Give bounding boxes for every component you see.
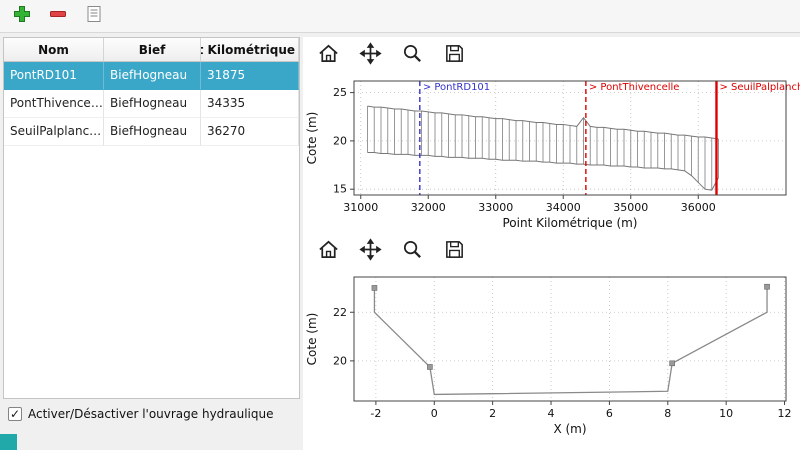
corner-accent xyxy=(0,434,17,450)
edit-structure-button[interactable] xyxy=(82,4,106,28)
cell-pk: 34335 xyxy=(201,90,299,118)
svg-text:12: 12 xyxy=(778,407,792,420)
svg-text:X (m): X (m) xyxy=(553,422,586,436)
cross-section-plot-toolbar xyxy=(303,233,800,269)
zoom-icon xyxy=(401,42,424,69)
save-button[interactable] xyxy=(441,238,467,264)
svg-text:33000: 33000 xyxy=(478,201,513,214)
svg-text:> PontThivencelle: > PontThivencelle xyxy=(589,82,680,93)
table-row[interactable]: PontThivencelle BiefHogneau 34335 xyxy=(4,90,299,118)
svg-text:> PontRD101: > PontRD101 xyxy=(423,82,490,93)
home-button[interactable] xyxy=(315,238,341,264)
zoom-button[interactable] xyxy=(399,42,425,68)
table-body: PontRD101 BiefHogneau 31875 PontThivencelle… xyxy=(4,62,299,146)
svg-text:6: 6 xyxy=(606,407,613,420)
svg-text:2: 2 xyxy=(489,407,496,420)
svg-text:20: 20 xyxy=(333,354,347,367)
structures-table: Nom Bief Point Kilométrique PontRD101Bie… xyxy=(3,37,300,399)
svg-text:34000: 34000 xyxy=(546,201,581,214)
svg-text:Cote (m): Cote (m) xyxy=(305,112,319,165)
pan-button[interactable] xyxy=(357,237,383,265)
table-row[interactable]: SeuilPalplanches BiefHogneau 36270 xyxy=(4,118,299,146)
svg-text:Point Kilométrique (m): Point Kilométrique (m) xyxy=(502,216,637,230)
svg-text:4: 4 xyxy=(548,407,555,420)
plots-panel: > PontRD101 > PontThivencelle > SeuilPalpl… xyxy=(303,37,800,450)
profile-plot-canvas[interactable]: > PontRD101 > PontThivencelle > SeuilPalpl… xyxy=(304,73,800,233)
svg-text:31000: 31000 xyxy=(343,201,378,214)
zoom-button[interactable] xyxy=(399,238,425,264)
cell-pk: 36270 xyxy=(201,118,299,146)
svg-text:Cote (m): Cote (m) xyxy=(305,313,319,366)
svg-text:25: 25 xyxy=(333,86,347,99)
home-icon xyxy=(317,42,340,69)
save-button[interactable] xyxy=(441,42,467,68)
cell-bief: BiefHogneau xyxy=(104,62,201,90)
svg-text:-2: -2 xyxy=(370,407,381,420)
table-row[interactable]: PontRD101 BiefHogneau 31875 xyxy=(4,62,299,90)
enable-structure-label: Activer/Désactiver l'ouvrage hydraulique xyxy=(28,407,274,421)
svg-text:15: 15 xyxy=(333,183,347,196)
enable-structure-checkbox[interactable]: ✓ xyxy=(8,407,22,421)
cell-nom: PontThivencelle xyxy=(4,90,104,118)
plus-icon xyxy=(12,4,32,28)
main-toolbar xyxy=(0,0,800,33)
pan-button[interactable] xyxy=(357,41,383,69)
home-button[interactable] xyxy=(315,42,341,68)
remove-structure-button[interactable] xyxy=(46,4,70,28)
svg-text:35000: 35000 xyxy=(613,201,648,214)
save-icon xyxy=(443,238,466,265)
svg-text:22: 22 xyxy=(333,306,347,319)
home-icon xyxy=(317,238,340,265)
svg-text:10: 10 xyxy=(719,407,733,420)
add-structure-button[interactable] xyxy=(10,4,34,28)
column-header-nom[interactable]: Nom xyxy=(4,38,104,61)
svg-text:> SeuilPalplanches: > SeuilPalplanches xyxy=(719,82,800,93)
minus-icon xyxy=(48,4,68,28)
pan-icon xyxy=(358,41,382,69)
zoom-icon xyxy=(401,238,424,265)
cell-nom: PontRD101 xyxy=(4,62,104,90)
pan-icon xyxy=(358,237,382,265)
svg-text:36000: 36000 xyxy=(681,201,716,214)
save-icon xyxy=(443,42,466,69)
enable-structure-row: ✓ Activer/Désactiver l'ouvrage hydrauliq… xyxy=(8,407,273,421)
profile-plot-toolbar xyxy=(303,37,800,73)
svg-text:0: 0 xyxy=(431,407,438,420)
table-header: Nom Bief Point Kilométrique xyxy=(4,38,299,62)
cell-bief: BiefHogneau xyxy=(104,90,201,118)
edit-icon xyxy=(84,4,104,28)
svg-text:32000: 32000 xyxy=(411,201,446,214)
cell-nom: SeuilPalplanches xyxy=(4,118,104,146)
cell-pk: 31875 xyxy=(201,62,299,90)
cell-bief: BiefHogneau xyxy=(104,118,201,146)
column-header-bief[interactable]: Bief xyxy=(104,38,201,61)
svg-text:8: 8 xyxy=(664,407,671,420)
svg-text:20: 20 xyxy=(333,134,347,147)
cross-section-plot-canvas[interactable]: -2 0 2 4 6 8 10 12 20 22 X (m) Cote (m) xyxy=(304,269,798,439)
column-header-pk[interactable]: Point Kilométrique xyxy=(201,38,299,61)
